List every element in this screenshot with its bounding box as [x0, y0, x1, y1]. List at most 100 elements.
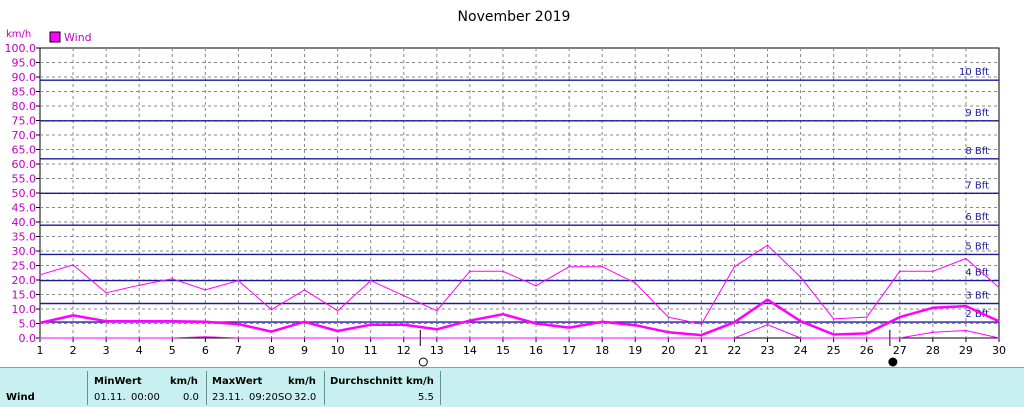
data-point-max [766, 244, 769, 246]
data-point-avg [39, 322, 41, 324]
legend: Wind [49, 31, 92, 44]
y-tick-label: 10.0 [12, 303, 37, 316]
beaufort-label: 7 Bft [965, 180, 989, 191]
data-point-min [402, 337, 405, 339]
data-point-avg [700, 334, 703, 336]
data-point-min [502, 337, 504, 339]
data-point-max [105, 291, 107, 294]
x-tick-label: 2 [70, 344, 77, 357]
beaufort-label: 3 Bft [965, 290, 989, 301]
data-point-avg [799, 320, 802, 322]
x-tick-label: 26 [860, 344, 874, 357]
beaufort-label: 10 Bft [959, 67, 989, 78]
x-tick-label: 8 [268, 344, 275, 357]
data-point-max [303, 289, 306, 291]
data-point-avg [138, 320, 141, 322]
x-tick-label: 17 [562, 344, 576, 357]
y-tick-label: 50.0 [12, 187, 37, 200]
x-tick-label: 12 [397, 344, 411, 357]
y-tick-label: 70.0 [12, 129, 37, 142]
data-point-avg [832, 333, 835, 336]
data-point-max [535, 285, 537, 287]
min-value: 0.0 [183, 392, 199, 403]
x-tick-label: 11 [364, 344, 378, 357]
data-point-max [932, 270, 934, 273]
beaufort-label: 8 Bft [965, 146, 989, 157]
y-tick-label: 85.0 [12, 86, 37, 99]
beaufort-label: 9 Bft [965, 108, 989, 119]
x-tick-label: 3 [103, 344, 110, 357]
beaufort-label: 2 Bft [965, 309, 989, 320]
max-unit: km/h [288, 376, 316, 387]
x-tick-label: 4 [136, 344, 143, 357]
min-unit: km/h [170, 376, 198, 387]
data-point-avg [667, 331, 670, 334]
data-point-min [469, 337, 471, 339]
x-tick-label: 25 [827, 344, 841, 357]
data-point-min [535, 337, 537, 339]
data-point-min [700, 337, 703, 339]
y-tick-label: 30.0 [12, 245, 37, 258]
data-point-min [204, 336, 207, 338]
x-tick-label: 19 [628, 344, 642, 357]
y-tick-label: 15.0 [12, 289, 37, 302]
x-tick-label: 14 [463, 344, 477, 357]
y-tick-label: 90.0 [12, 71, 37, 84]
data-point-max [39, 273, 41, 276]
y-tick-label: 80.0 [12, 100, 37, 113]
data-point-avg [601, 320, 603, 323]
y-tick-label: 45.0 [12, 202, 37, 215]
x-tick-label: 24 [794, 344, 808, 357]
data-point-min [171, 337, 174, 339]
data-point-max [72, 264, 74, 266]
data-point-min [965, 329, 967, 332]
max-time: 09:20 [249, 392, 278, 403]
y-tick-label: 60.0 [12, 158, 37, 171]
avg-value: 5.5 [418, 392, 434, 403]
data-point-max [402, 294, 405, 297]
y-tick-label: 5.0 [19, 318, 37, 331]
data-point-max [502, 270, 504, 273]
data-point-min [634, 337, 637, 339]
data-point-min [436, 337, 438, 339]
x-tick-label: 10 [331, 344, 345, 357]
data-point-avg [568, 326, 570, 329]
data-point-avg [502, 313, 504, 316]
data-point-avg [204, 320, 207, 323]
data-point-max [700, 323, 703, 325]
stats-panel: Wind MinWert km/h 01.11. 00:00 0.0 MaxWe… [0, 367, 1024, 407]
data-point-max [138, 284, 141, 287]
data-point-avg [237, 323, 240, 325]
x-tick-label: 6 [202, 344, 209, 357]
data-point-min [270, 337, 273, 339]
max-value: 32.0 [294, 392, 317, 403]
data-point-max [799, 276, 802, 278]
x-tick-label: 28 [926, 344, 940, 357]
data-point-min [733, 337, 736, 339]
data-point-min [369, 337, 372, 339]
x-tick-label: 21 [694, 344, 708, 357]
data-point-min [898, 337, 901, 339]
data-point-avg [998, 320, 1000, 322]
legend-label-wind: Wind [64, 31, 92, 44]
data-point-avg [932, 307, 934, 309]
series-line-max [39, 244, 1000, 325]
data-point-max [634, 282, 637, 284]
data-point-min [998, 337, 1000, 339]
data-point-max [171, 278, 174, 280]
data-point-avg [270, 330, 273, 333]
data-point-min [865, 337, 868, 339]
x-tick-label: 22 [727, 344, 741, 357]
full-moon-icon [418, 357, 428, 367]
x-tick-label: 20 [661, 344, 675, 357]
legend-swatch [49, 31, 61, 43]
data-point-max [733, 265, 736, 268]
min-header: MinWert [94, 376, 142, 387]
series-line-min [40, 324, 1000, 339]
data-point-max [865, 316, 868, 318]
data-point-avg [898, 316, 901, 318]
x-tick-label: 29 [959, 344, 973, 357]
max-date: 23.11. [212, 392, 244, 403]
data-point-avg [766, 298, 769, 301]
beaufort-label: 5 Bft [965, 241, 989, 252]
